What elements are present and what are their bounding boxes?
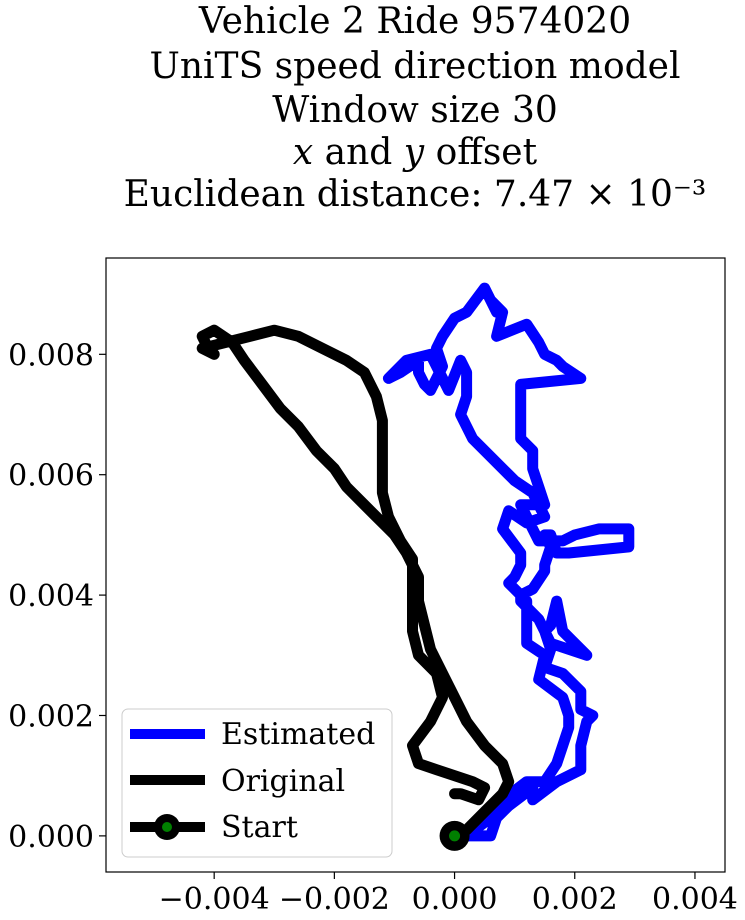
- y-tick-label: 0.006: [8, 459, 94, 494]
- title-line-5: Euclidean distance: 7.47 × 10⁻³: [124, 174, 707, 215]
- legend-start-label: Start: [221, 810, 298, 845]
- y-tick-label: 0.000: [8, 820, 94, 855]
- y-axis: 0.000 0.002 0.004 0.006 0.008: [8, 338, 106, 855]
- legend-estimated-label: Estimated: [221, 717, 375, 752]
- y-tick-label: 0.002: [8, 699, 94, 734]
- x-tick-label: −0.002: [279, 882, 390, 917]
- x-axis: −0.004 −0.002 0.000 0.002 0.004: [159, 872, 738, 917]
- chart-title: Vehicle 2 Ride 9574020 UniTS speed direc…: [124, 1, 707, 215]
- title-line-4: 𝑥 and 𝑦 offset: [293, 132, 538, 173]
- title-line-1: Vehicle 2 Ride 9574020: [198, 1, 631, 42]
- series-estimated-line: [383, 282, 635, 842]
- title-line-3: Window size 30: [272, 90, 558, 131]
- y-tick-label: 0.004: [8, 579, 94, 614]
- y-tick-label: 0.008: [8, 338, 94, 373]
- start-marker-layer: [439, 820, 470, 851]
- legend-original-label: Original: [221, 764, 345, 799]
- x-tick-label: 0.004: [652, 882, 738, 917]
- legend-start-inner-dot: [162, 822, 172, 832]
- legend-box: [121, 708, 393, 858]
- start-marker-inner: [449, 830, 461, 842]
- x-tick-label: 0.000: [412, 882, 498, 917]
- series-original-line: [196, 324, 515, 842]
- x-tick-label: 0.002: [532, 882, 618, 917]
- plot-frame: [105, 257, 726, 873]
- title-line-2: UniTS speed direction model: [150, 46, 681, 87]
- legend: Estimated Original Start: [121, 708, 393, 858]
- x-tick-label: −0.004: [159, 882, 270, 917]
- series-layer: [196, 282, 635, 842]
